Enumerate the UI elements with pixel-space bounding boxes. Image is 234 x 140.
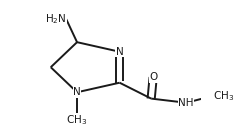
Text: N: N	[73, 87, 81, 97]
Text: H$_2$N: H$_2$N	[45, 12, 66, 26]
Text: CH$_3$: CH$_3$	[213, 89, 234, 103]
Text: CH$_3$: CH$_3$	[66, 113, 88, 127]
Text: N: N	[116, 47, 124, 57]
Text: NH: NH	[179, 98, 194, 108]
Text: O: O	[149, 72, 157, 82]
